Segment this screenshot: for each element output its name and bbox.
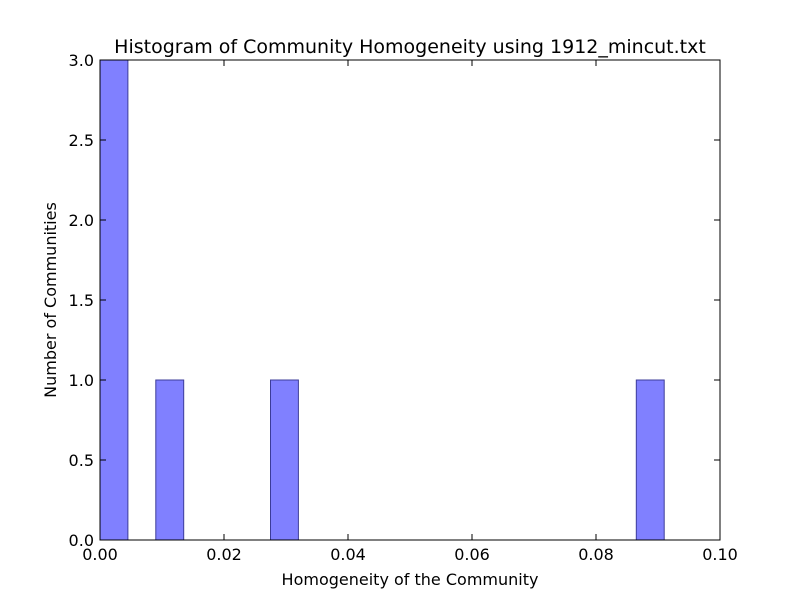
y-axis-label: Number of Communities: [41, 202, 60, 398]
chart-title: Histogram of Community Homogeneity using…: [114, 36, 706, 58]
x-tick-label-0: 0.00: [82, 545, 118, 564]
y-tick-label-0: 0.0: [69, 531, 94, 550]
y-tick-label-5: 2.5: [69, 131, 94, 150]
x-tick-label-2: 0.04: [330, 545, 366, 564]
tick-group: 0.00 0.02 0.04 0.06 0.08 0.10 0.0 0.5 1.0 1.5 2.0 2…: [69, 51, 738, 564]
x-axis-label: Homogeneity of the Community: [282, 570, 539, 589]
y-tick-label-3: 1.5: [69, 291, 94, 310]
plot-frame: [99, 59, 721, 541]
x-tick-label-5: 0.10: [702, 545, 738, 564]
y-tick-label-2: 1.0: [69, 371, 94, 390]
histogram-bar-1: [155, 379, 185, 541]
x-tick-label-4: 0.08: [578, 545, 614, 564]
x-tick-label-3: 0.06: [454, 545, 490, 564]
histogram-bar-3: [635, 379, 665, 541]
bar-group: [99, 59, 665, 541]
histogram-bar-2: [270, 379, 299, 541]
y-tick-label-1: 0.5: [69, 451, 94, 470]
x-tick-label-1: 0.02: [206, 545, 242, 564]
y-tick-label-4: 2.0: [69, 211, 94, 230]
y-tick-label-6: 3.0: [69, 51, 94, 70]
